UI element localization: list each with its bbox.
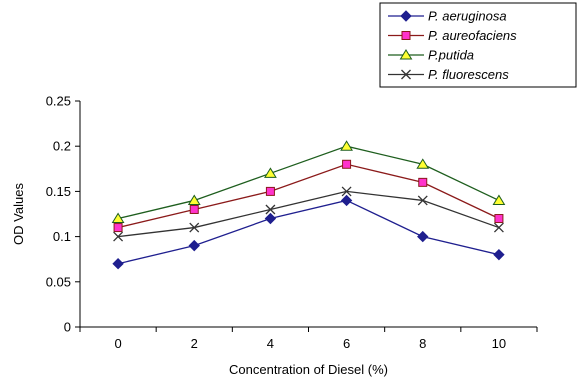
data-point [265, 186, 275, 196]
data-point [189, 204, 199, 214]
legend-item: P.putida [388, 48, 474, 63]
legend-item: P. aeruginosa [388, 9, 507, 24]
data-point [189, 222, 200, 233]
y-tick-label: 0.05 [46, 274, 71, 289]
data-point [113, 231, 124, 242]
legend-marker [401, 69, 411, 80]
x-tick-label: 6 [343, 336, 350, 351]
legend: P. aeruginosa P. aureofaciens P.putida P. f… [379, 2, 577, 88]
y-tick-label: 0.15 [46, 184, 71, 199]
y-tick-label: 0.1 [53, 229, 71, 244]
x-tick-label: 10 [492, 336, 506, 351]
axes [75, 100, 538, 332]
data-point [264, 167, 277, 178]
data-point [264, 212, 277, 225]
series-line [117, 163, 500, 229]
data-point [265, 204, 276, 215]
y-tick-labels: 0 0.05 0.1 0.15 0.2 0.25 [46, 94, 71, 335]
legend-marker [400, 10, 412, 22]
y-tick-label: 0.25 [46, 94, 71, 109]
y-tick-label: 0 [64, 320, 71, 335]
data-point [113, 223, 123, 233]
series-group [111, 140, 506, 270]
series-4 [113, 186, 504, 242]
data-point [417, 230, 429, 243]
x-tick-label: 2 [191, 336, 198, 351]
legend-label: P.putida [428, 48, 474, 63]
data-point [492, 194, 506, 205]
series-line [117, 145, 500, 220]
data-point [340, 140, 353, 151]
x-tick-label: 8 [419, 336, 426, 351]
data-point [493, 248, 505, 261]
data-point [342, 159, 352, 169]
data-point [416, 158, 430, 169]
legend-item: P. fluorescens [388, 67, 509, 82]
legend-marker [399, 49, 413, 60]
series-1 [112, 194, 505, 270]
series-line [118, 190, 500, 238]
legend-label: P. aureofaciens [428, 28, 517, 43]
data-point [187, 194, 201, 205]
data-point [418, 177, 428, 187]
series-2 [113, 159, 504, 233]
data-point [341, 186, 352, 197]
series-3 [111, 140, 506, 224]
data-point [111, 212, 125, 224]
data-point [188, 239, 200, 252]
data-point [112, 258, 124, 270]
x-tick-label: 4 [267, 336, 274, 351]
data-point [417, 195, 428, 206]
data-point [494, 214, 504, 224]
legend-label: P. aeruginosa [428, 9, 507, 24]
data-point [493, 222, 504, 233]
legend-marker [401, 31, 411, 40]
legend-item: P. aureofaciens [388, 28, 517, 43]
series-line [117, 199, 500, 265]
y-axis-title: OD Values [11, 183, 26, 245]
y-tick-label: 0.2 [53, 139, 71, 154]
x-tick-labels: 0 2 4 6 8 10 [114, 336, 506, 351]
x-axis-title: Concentration of Diesel (%) [229, 362, 388, 377]
legend-box [379, 2, 577, 88]
legend-label: P. fluorescens [428, 67, 509, 82]
data-point [340, 194, 353, 207]
x-tick-label: 0 [114, 336, 121, 351]
